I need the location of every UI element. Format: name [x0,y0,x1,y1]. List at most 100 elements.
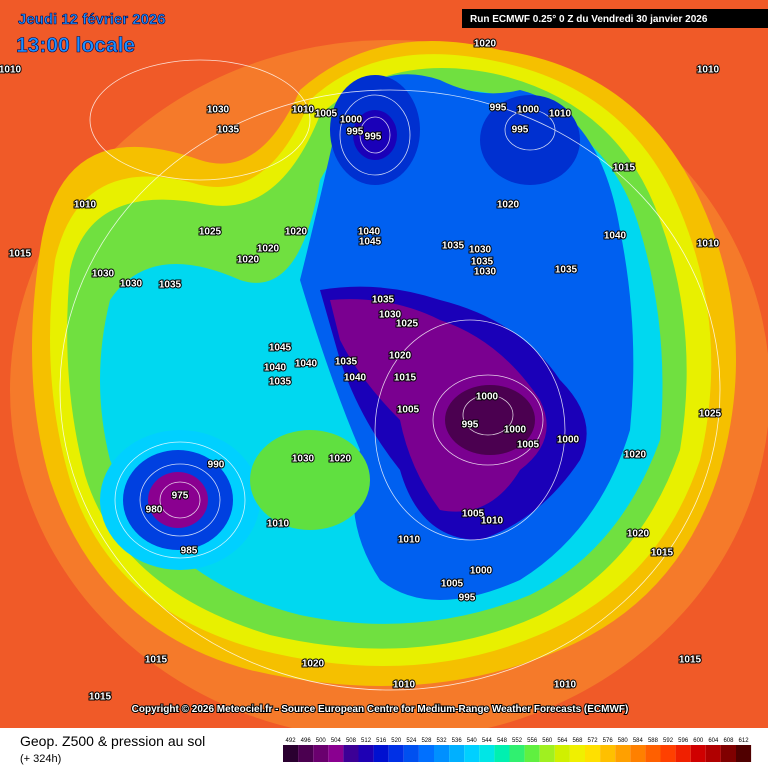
isolines [59,59,721,691]
isobar-label: 995 [347,127,364,138]
scale-label: 572 [588,738,599,744]
isobar-label: 1035 [159,280,182,291]
scale-swatch [509,745,525,762]
isobar-label: 1020 [237,255,260,266]
run-box [462,9,768,28]
isobar-label: 1005 [441,579,464,590]
isobar-label: 1040 [358,227,381,238]
isobar-label: 1035 [372,295,395,306]
isobar-label: 995 [490,103,507,114]
scale-swatch [554,745,570,762]
isobar-label: 1020 [329,454,352,465]
isobar-label: 1010 [697,65,720,76]
isobar-label: 1010 [549,109,572,120]
isobar-label: 1010 [74,200,97,211]
isobar-label: 1020 [627,529,650,540]
isobar-label: 1005 [517,440,540,451]
isobar-label: 1010 [697,239,720,250]
isobar-label: 1015 [89,692,112,703]
isobar-label: 1000 [340,115,363,126]
isobar-label: 1000 [517,105,540,116]
isobar-label: 990 [208,460,225,471]
isobar-label: 1045 [269,343,292,354]
isobar-label: 1035 [442,241,465,252]
scale-swatch [675,745,691,762]
scale-label: 520 [391,738,402,744]
isobar-label: 1015 [145,655,168,666]
isobar-label: 1040 [264,363,287,374]
scale-swatch [720,745,736,762]
scale-swatch [283,745,299,762]
scale-label: 528 [421,738,432,744]
scale-swatch [524,745,540,762]
isobar-label: 1020 [285,227,308,238]
scale-label: 516 [376,738,387,744]
scale-label: 548 [497,738,508,744]
scale-swatch [358,745,374,762]
isobar-label: 1020 [624,450,647,461]
scale-swatch [736,745,752,762]
legend-title: Geop. Z500 & pression au sol [20,733,205,749]
isobar-label: 1015 [394,373,417,384]
isobar-label: 1035 [335,357,358,368]
isobar-label: 1000 [476,392,499,403]
isobar-label: 1030 [120,279,143,290]
isobar-label: 1035 [269,377,292,388]
scale-swatch [373,745,389,762]
scale-label: 600 [693,738,704,744]
scale-swatch [418,745,434,762]
scale-label: 608 [723,738,734,744]
scale-swatch [494,745,510,762]
isobar-label: 1020 [474,39,497,50]
scale-label: 580 [618,738,629,744]
isobar-label: 1015 [613,163,636,174]
scale-swatch [600,745,616,762]
scale-swatch [464,745,480,762]
isobar-label: 1025 [199,227,222,238]
scale-label: 576 [603,738,614,744]
scale-swatch [328,745,344,762]
run-info: Run ECMWF 0.25° 0 Z du Vendredi 30 janvi… [470,14,708,25]
scale-swatch [615,745,631,762]
isobar-label: 1015 [651,548,674,559]
scale-swatch [585,745,601,762]
scale-label: 584 [633,738,644,744]
isobar-label: 1020 [497,200,520,211]
scale-swatch [660,745,676,762]
scale-swatch [403,745,419,762]
isobar-label: 1035 [217,125,240,136]
scale-label: 540 [467,738,478,744]
scale-swatch [690,745,706,762]
scale-label: 596 [678,738,689,744]
isobar-label: 1010 [554,680,577,691]
isobar-label: 1010 [292,105,315,116]
scale-label: 492 [286,738,297,744]
isobar-label: 1010 [481,516,504,527]
isobar-label: 1020 [389,351,412,362]
isobar-label: 1005 [315,109,338,120]
scale-label: 500 [316,738,327,744]
scale-label: 532 [437,738,448,744]
scale-label: 496 [301,738,312,744]
isobar-label: 1025 [699,409,722,420]
scale-swatch [645,745,661,762]
scale-label: 564 [557,738,568,744]
isobar-label: 1020 [302,659,325,670]
isobar-label: 995 [459,593,476,604]
scale-swatch [343,745,359,762]
scale-swatch [313,745,329,762]
isobar-label: 1010 [0,65,22,76]
isobar-label: 1010 [393,680,416,691]
isobar-label: 1040 [344,373,367,384]
isobar-label: 1000 [557,435,580,446]
isobar-label: 1005 [462,509,485,520]
scale-label: 588 [648,738,659,744]
isobar-label: 995 [365,132,382,143]
isobar-label: 1040 [295,359,318,370]
scale-swatch [630,745,646,762]
isobar-label: 1000 [504,425,527,436]
isobar-label: 1030 [469,245,492,256]
date: Jeudi 12 février 2026 [18,11,166,28]
scale-swatch [449,745,465,762]
copyright: Copyright © 2026 Meteociel.fr - Source E… [132,704,629,715]
